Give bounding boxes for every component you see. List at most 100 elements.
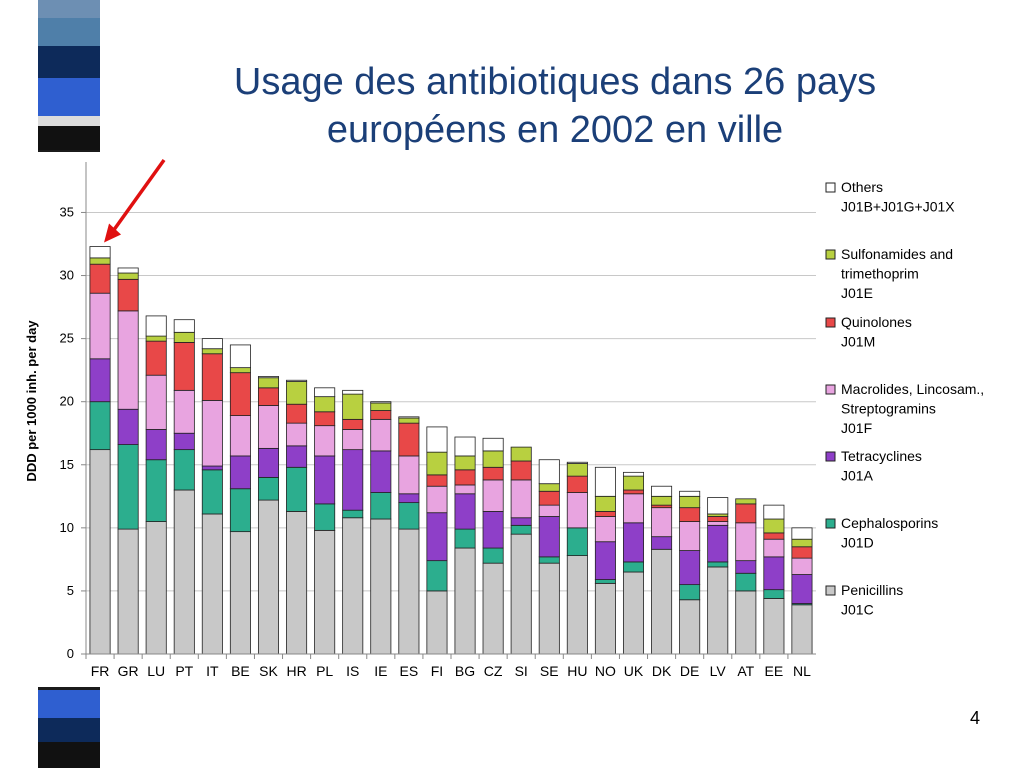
x-tick-label: GR <box>118 663 139 679</box>
bar-segment <box>173 319 195 333</box>
x-tick-label: SE <box>540 663 559 679</box>
bar-stack-hu <box>566 461 588 655</box>
y-tick-label: 35 <box>60 204 74 219</box>
bar-segment <box>454 484 476 495</box>
bar-segment <box>510 460 532 481</box>
chart-bars <box>89 246 813 655</box>
legend-label: trimethoprim <box>841 266 919 282</box>
x-tick-label: DE <box>680 663 699 679</box>
legend-label: J01D <box>841 535 874 551</box>
bar-stack-se <box>538 459 560 655</box>
legend-label: Others <box>841 179 883 195</box>
bar-segment <box>286 422 308 447</box>
bar-segment <box>707 497 729 515</box>
bar-segment <box>173 432 195 451</box>
bar-segment <box>510 446 532 462</box>
bar-segment <box>286 381 308 405</box>
bar-segment <box>454 528 476 549</box>
bar-segment <box>117 528 139 655</box>
legend-label: J01A <box>841 468 874 484</box>
bar-segment <box>426 426 448 453</box>
bar-segment <box>229 344 251 369</box>
bar-segment <box>735 560 757 574</box>
legend-entry: Cephalosporins J01D <box>825 515 938 551</box>
bar-segment <box>89 449 111 655</box>
x-tick-label: CZ <box>484 663 503 679</box>
bar-segment <box>342 429 364 451</box>
bar-segment <box>622 489 645 495</box>
bar-segment <box>173 449 195 491</box>
chart-axes <box>85 162 816 655</box>
bar-segment <box>370 418 392 452</box>
bar-segment <box>257 377 280 389</box>
x-tick-label: SI <box>515 663 528 679</box>
bar-segment <box>257 499 280 655</box>
bar-segment <box>173 389 195 434</box>
bar-segment <box>510 517 532 526</box>
bar-stack-hr <box>286 379 308 655</box>
bar-stack-fi <box>426 426 448 655</box>
bar-segment <box>89 246 111 259</box>
legend-label: Macrolides, Lincosam., <box>841 381 984 397</box>
legend-swatch <box>825 518 836 529</box>
bar-stack-bg <box>454 436 476 655</box>
bar-segment <box>342 418 364 430</box>
bar-stack-nl <box>791 527 813 655</box>
legend-label: Streptogramins <box>841 401 936 417</box>
bar-stack-de <box>679 490 701 655</box>
bar-segment <box>398 455 420 495</box>
bar-segment <box>257 405 280 449</box>
bar-segment <box>707 524 729 563</box>
bar-segment <box>398 416 420 419</box>
bar-segment <box>257 447 280 478</box>
bar-segment <box>145 429 167 461</box>
highlight-arrow <box>104 158 166 243</box>
x-tick-label: FI <box>431 663 443 679</box>
y-tick-label: 25 <box>60 331 74 346</box>
x-tick-labels: FR GR LU PT IT BE SK HR PL IS IE ES FI BG CZ SI SE HU NO UK… <box>85 654 811 679</box>
bar-segment <box>735 503 757 524</box>
bar-segment <box>201 348 223 355</box>
legend-label: J01M <box>841 334 875 350</box>
bar-segment <box>735 498 757 505</box>
bar-segment <box>314 396 336 413</box>
legend-entry: Penicillins J01C <box>825 582 903 618</box>
bar-segment <box>707 566 729 655</box>
bar-segment <box>566 555 588 655</box>
bar-segment <box>566 461 588 464</box>
bar-segment <box>594 466 616 497</box>
bar-segment <box>538 504 560 517</box>
bar-segment <box>286 445 308 468</box>
bar-segment <box>89 263 111 294</box>
bar-segment <box>229 531 251 655</box>
bar-segment <box>201 338 223 350</box>
x-tick-label: ES <box>400 663 419 679</box>
bar-segment <box>707 521 729 526</box>
bar-segment <box>286 403 308 424</box>
y-tick-label: 10 <box>60 520 74 535</box>
legend-swatch <box>825 317 836 328</box>
legend-label: J01C <box>841 602 874 618</box>
bar-segment <box>314 529 336 655</box>
bar-segment <box>398 502 420 530</box>
x-tick-label: BE <box>231 663 250 679</box>
bar-segment <box>622 561 645 573</box>
bar-segment <box>229 455 251 490</box>
bar-segment <box>342 389 364 395</box>
bar-segment <box>370 450 392 493</box>
bar-segment <box>482 562 504 655</box>
slide-number: 4 <box>970 708 981 728</box>
y-tick-label: 15 <box>60 457 74 472</box>
bar-stack-cz <box>482 437 504 655</box>
legend-label: J01E <box>841 285 873 301</box>
bar-segment <box>145 521 167 655</box>
bar-segment <box>229 372 251 416</box>
bar-segment <box>370 401 392 404</box>
bar-segment <box>566 492 588 529</box>
bar-segment <box>370 410 392 420</box>
bar-segment <box>454 455 476 471</box>
bar-segment <box>679 495 701 509</box>
bar-segment <box>482 466 504 481</box>
bar-segment <box>89 292 111 360</box>
bar-segment <box>594 516 616 543</box>
